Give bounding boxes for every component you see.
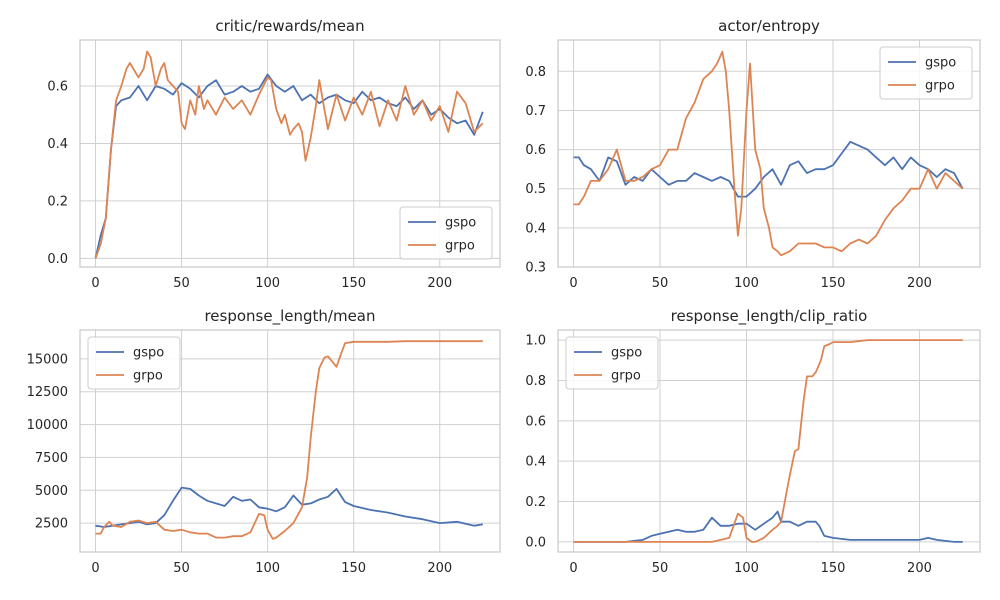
plot-frame [79, 329, 501, 553]
y-tick-label: 12500 [27, 385, 68, 400]
y-tick-label: 0.0 [47, 252, 68, 267]
legend-label-grpo: grpo [611, 369, 641, 384]
legend: gspo grpo [879, 46, 973, 100]
y-tick-label: 7500 [35, 451, 68, 466]
legend-label-gspo: gspo [611, 346, 642, 361]
y-tick-label: 0.2 [525, 495, 546, 510]
series-line-gspo [573, 510, 963, 543]
subplot-title: critic/rewards/mean [215, 17, 364, 35]
y-tick-label: 0.0 [525, 535, 546, 550]
x-tick-label: 0 [91, 561, 99, 576]
series-line-gspo [573, 140, 964, 198]
series-line-grpo [573, 50, 964, 257]
legend: gspo grpo [87, 336, 181, 390]
x-tick-label: 50 [173, 276, 190, 291]
y-tick-label: 0.3 [525, 261, 546, 276]
subplot-4: response_length/clip_ratio 0 50 100 150 200 0.… [525, 307, 981, 576]
subplot-3: response_length/mean 0 50 100 150 200 2500 5000… [27, 307, 501, 576]
y-tick-label: 1.0 [525, 334, 546, 349]
y-tick-label: 15000 [27, 352, 68, 367]
x-tick-label: 0 [569, 276, 577, 291]
y-tick-label: 0.2 [47, 194, 68, 209]
series-line-gspo [95, 486, 483, 528]
x-tick-label: 0 [91, 276, 99, 291]
x-tick-label: 50 [173, 561, 190, 576]
legend: gspo grpo [399, 206, 493, 260]
y-tick-label: 0.8 [525, 374, 546, 389]
legend: gspo grpo [565, 336, 659, 390]
x-tick-label: 200 [427, 561, 452, 576]
plot-frame [557, 329, 981, 553]
legend-label-grpo: grpo [445, 239, 475, 254]
legend-box [399, 206, 493, 260]
plot-frame [79, 39, 501, 268]
series-line-grpo [573, 339, 963, 543]
y-tick-label: 0.5 [525, 182, 546, 197]
x-tick-label: 50 [652, 276, 669, 291]
y-tick-label: 0.4 [525, 455, 546, 470]
y-tick-label: 0.4 [525, 221, 546, 236]
x-tick-label: 150 [341, 276, 366, 291]
y-tick-label: 10000 [27, 418, 68, 433]
series-line-grpo [94, 50, 484, 259]
y-tick-label: 0.6 [525, 414, 546, 429]
legend-label-gspo: gspo [133, 346, 164, 361]
y-tick-label: 0.6 [47, 79, 68, 94]
y-tick-label: 5000 [35, 484, 68, 499]
plot-frame [557, 39, 981, 268]
x-tick-label: 100 [255, 561, 280, 576]
x-tick-label: 200 [427, 276, 452, 291]
x-tick-label: 200 [907, 276, 932, 291]
y-tick-label: 0.7 [525, 104, 546, 119]
y-tick-label: 2500 [35, 517, 68, 532]
x-tick-label: 200 [907, 561, 932, 576]
x-tick-label: 0 [569, 561, 577, 576]
subplot-title: actor/entropy [718, 17, 820, 35]
x-tick-label: 150 [821, 276, 846, 291]
x-tick-label: 100 [255, 276, 280, 291]
legend-label-grpo: grpo [925, 79, 955, 94]
legend-label-gspo: gspo [445, 216, 476, 231]
legend-label-gspo: gspo [925, 56, 956, 71]
x-tick-label: 100 [734, 561, 759, 576]
y-tick-label: 0.8 [525, 65, 546, 80]
x-tick-label: 100 [734, 276, 759, 291]
x-tick-label: 150 [821, 561, 846, 576]
series-line-grpo [95, 340, 483, 540]
y-tick-label: 0.4 [47, 137, 68, 152]
legend-box [87, 336, 181, 390]
subplot-2: actor/entropy 0 50 100 150 200 0.3 0.4 0.5 0.6 0.7… [525, 17, 981, 291]
subplot-1: critic/rewards/mean 0 50 100 150 200 0.0 0.2 0.4… [47, 17, 501, 291]
subplot-title: response_length/clip_ratio [671, 307, 868, 326]
legend-box [565, 336, 659, 390]
subplot-title: response_length/mean [204, 307, 375, 326]
series-line-gspo [94, 73, 484, 259]
x-tick-label: 50 [652, 561, 669, 576]
y-tick-label: 0.6 [525, 143, 546, 158]
legend-box [879, 46, 973, 100]
legend-label-grpo: grpo [133, 369, 163, 384]
x-tick-label: 150 [341, 561, 366, 576]
